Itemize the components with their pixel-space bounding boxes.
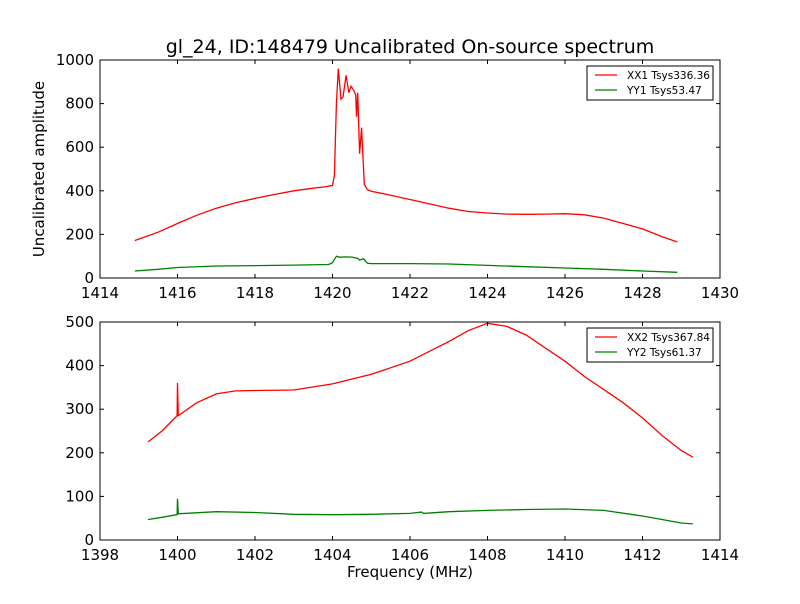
y-tick-label: 400 [65, 357, 94, 375]
x-tick-label: 1404 [313, 546, 351, 564]
y-tick-label: 300 [65, 400, 94, 418]
x-tick-label: 1418 [236, 284, 274, 302]
legend-label: YY2 Tsys61.37 [626, 347, 702, 359]
chart-title: gl_24, ID:148479 Uncalibrated On-source … [166, 36, 655, 58]
y-tick-label: 1000 [56, 51, 94, 69]
x-tick-label: 1428 [623, 284, 661, 302]
legend: XX2 Tsys367.84 YY2 Tsys61.37 [586, 327, 714, 363]
x-tick-label: 1430 [701, 284, 739, 302]
legend-label: YY1 Tsys53.47 [626, 85, 702, 97]
x-tick-label: 1420 [313, 284, 351, 302]
top-axes: 1414 1416 1418 1420 1422 1424 1426 1428 1430 0 200… [56, 51, 739, 302]
bottom-axes: 1398 1400 1402 1404 1406 1408 1410 1412 1414 0 100… [65, 313, 739, 564]
x-tick-label: 1400 [158, 546, 196, 564]
x-tick-label: 1398 [81, 546, 119, 564]
y-tick-label: 600 [65, 138, 94, 156]
x-tick-label: 1414 [701, 546, 739, 564]
x-tick-label: 1406 [391, 546, 429, 564]
x-tick-label: 1424 [468, 284, 506, 302]
y-tick-label: 200 [65, 225, 94, 243]
y-tick-label: 500 [65, 313, 94, 331]
x-tick-label: 1410 [546, 546, 584, 564]
legend-label: XX1 Tsys336.36 [627, 70, 710, 82]
x-tick-label: 1412 [623, 546, 661, 564]
x-tick-label: 1426 [546, 284, 584, 302]
series-line-xx1 [134, 68, 678, 243]
x-axis-label: Frequency (MHz) [347, 563, 473, 581]
legend-box [586, 327, 714, 363]
y-tick-label: 200 [65, 444, 94, 462]
y-tick-label: 400 [65, 182, 94, 200]
x-tick-label: 1414 [81, 284, 119, 302]
series-line-yy1 [134, 255, 678, 273]
y-axis-label: Uncalibrated amplitude [30, 81, 48, 257]
legend: XX1 Tsys336.36 YY1 Tsys53.47 [586, 65, 714, 101]
x-tick-label: 1416 [158, 284, 196, 302]
x-tick-label: 1402 [236, 546, 274, 564]
series-line-xx2 [147, 322, 694, 458]
y-tick-label: 0 [84, 531, 94, 549]
legend-label: XX2 Tsys367.84 [627, 332, 710, 344]
y-tick-label: 0 [84, 269, 94, 287]
y-tick-label: 800 [65, 95, 94, 113]
y-tick-label: 100 [65, 487, 94, 505]
x-tick-label: 1408 [468, 546, 506, 564]
legend-box [586, 65, 714, 101]
x-tick-label: 1422 [391, 284, 429, 302]
series-line-yy2 [147, 498, 693, 525]
